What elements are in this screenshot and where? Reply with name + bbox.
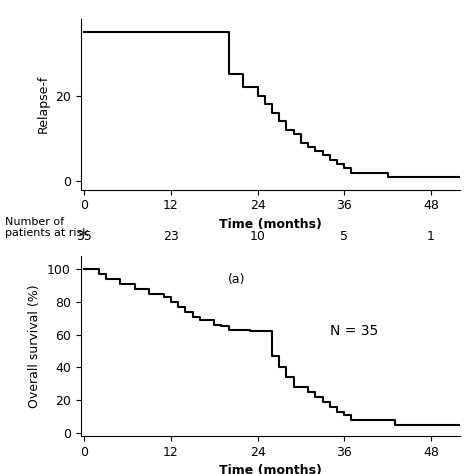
Text: 10: 10 <box>250 230 265 244</box>
Y-axis label: Overall survival (%): Overall survival (%) <box>28 284 41 408</box>
Text: Number of
patients at risk: Number of patients at risk <box>5 217 89 238</box>
Text: 35: 35 <box>76 230 92 244</box>
Text: 5: 5 <box>340 230 348 244</box>
Text: 23: 23 <box>163 230 179 244</box>
Y-axis label: Relapse-f: Relapse-f <box>36 75 49 134</box>
Text: 1: 1 <box>427 230 435 244</box>
Text: (a): (a) <box>228 273 246 286</box>
X-axis label: Time (months): Time (months) <box>219 465 322 474</box>
X-axis label: Time (months): Time (months) <box>219 218 322 231</box>
Text: N = 35: N = 35 <box>330 324 378 338</box>
